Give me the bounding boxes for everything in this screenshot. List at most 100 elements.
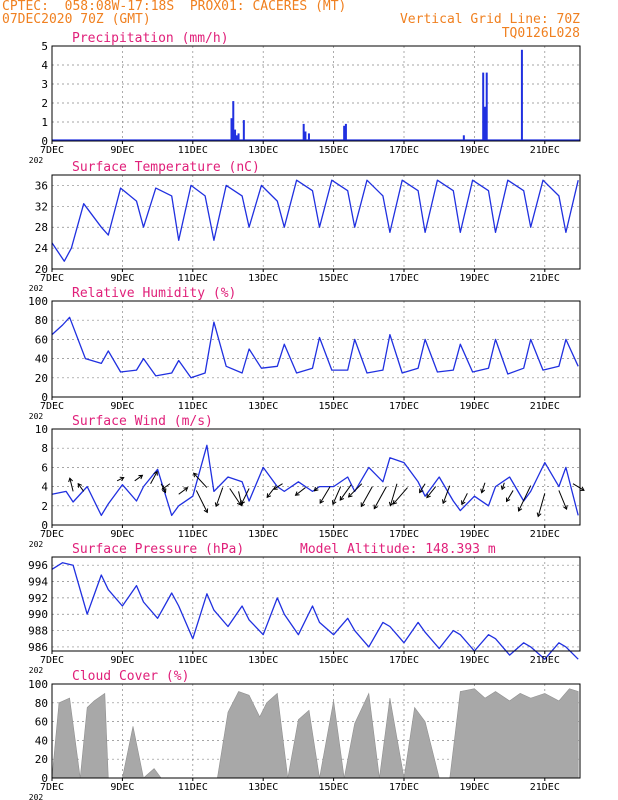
panel-frame [51,45,581,142]
model-altitude-label: Model Altitude: 148.393 m [300,542,496,557]
wind-arrow [134,474,143,482]
y-tick-label: 24 [35,242,49,255]
x-tick-label: 19DEC [459,401,489,412]
wind-arrow [77,483,85,492]
wind-arrow [373,486,387,509]
panel-frame [51,683,581,779]
x-tick-label: 17DEC [389,782,419,793]
wind-arrow [116,477,124,482]
wind-arrow-head [193,472,198,478]
wind-arrow-head [138,474,144,480]
precip-bar [232,101,235,141]
wind-arrow [572,483,585,491]
y-tick-label: 80 [35,314,48,327]
y-tick-label: 986 [28,641,48,654]
cloud-panel-title: Cloud Cover (%) [72,669,189,684]
precip-bar [234,129,237,141]
x-tick-label: 17DEC [389,145,419,156]
x-year-fragment: 202 [29,793,44,800]
y-tick-label: 4 [41,59,48,72]
wind-arrow [558,490,568,510]
wind-arrow-head [517,506,523,512]
panel-frame [51,428,581,526]
x-tick-label: 19DEC [459,782,489,793]
precip-bar [484,106,487,141]
wind-arrow-head [240,499,246,505]
y-tick-label: 60 [35,333,48,346]
wind-arrow [150,471,158,484]
wind-arrow [215,487,224,507]
x-tick-label: 21DEC [530,401,560,412]
y-tick-label: 6 [41,461,48,474]
x-year-fragment: 202 [29,412,44,421]
y-tick-label: 80 [35,697,48,710]
pres-series-line [51,562,579,660]
wind-arrow [481,482,486,493]
y-tick-label: 20 [35,372,48,385]
y-tick-label: 988 [28,625,48,638]
precip-bar [307,133,310,141]
wind-arrow [442,485,451,504]
y-tick-label: 1 [41,116,48,129]
precip-bar [343,125,346,141]
x-tick-label: 11DEC [178,782,208,793]
panel-frame [51,174,581,270]
y-tick-label: 32 [35,200,48,213]
x-tick-label: 15DEC [319,401,349,412]
x-tick-label: 9DEC [110,273,134,284]
x-tick-label: 7DEC [40,655,64,666]
x-tick-label: 7DEC [40,529,64,540]
wind-arrow [392,487,408,505]
wind-arrow-head [360,502,366,508]
x-tick-label: 15DEC [319,782,349,793]
x-tick-label: 7DEC [40,401,64,412]
x-year-fragment: 202 [29,156,44,165]
wind-arrow-head [68,477,74,483]
precip-bar [304,131,307,141]
x-tick-label: 15DEC [319,655,349,666]
x-tick-label: 13DEC [248,145,278,156]
precip-bar [462,135,465,141]
precip-bar [302,123,305,141]
precip-bar [485,72,488,141]
temp-series-line [51,179,579,262]
x-tick-label: 11DEC [178,401,208,412]
x-tick-label: 11DEC [178,273,208,284]
wind-panel-title: Surface Wind (m/s) [72,414,213,429]
wind-arrow-head [347,492,353,498]
y-tick-label: 20 [35,263,48,276]
x-tick-label: 21DEC [530,273,560,284]
temp-panel-title: Surface Temperature (nC) [72,160,260,175]
y-tick-label: 990 [28,608,48,621]
header-date-line: 07DEC2020 70Z (GMT) [2,12,151,27]
x-tick-label: 7DEC [40,145,64,156]
precip-bar [344,123,347,141]
precip-bar [230,118,233,141]
x-tick-label: 19DEC [459,655,489,666]
wind-arrow [195,490,208,513]
wind-arrow-head [214,502,220,508]
wind-arrow-head [500,485,506,491]
y-tick-label: 36 [35,179,48,192]
wind-arrow-head [506,497,511,503]
wind-arrow [295,487,306,496]
x-tick-label: 21DEC [530,145,560,156]
x-tick-label: 13DEC [248,401,278,412]
precip-bar [482,72,485,141]
wind-arrow [537,493,546,517]
x-tick-label: 21DEC [530,655,560,666]
x-tick-label: 19DEC [459,145,489,156]
precip-bar [237,133,240,141]
wind-arrow-head [153,470,158,476]
x-tick-label: 9DEC [110,529,134,540]
y-tick-label: 8 [41,442,48,455]
header-code: TQ0126L028 [501,26,580,41]
x-year-fragment: 202 [29,284,44,293]
wind-arrow [389,483,398,506]
x-year-fragment: 202 [29,666,44,675]
x-tick-label: 15DEC [319,273,349,284]
x-tick-label: 19DEC [459,529,489,540]
y-tick-label: 992 [28,592,48,605]
y-tick-label: 994 [28,576,48,589]
wind-arrow-head [536,512,542,518]
